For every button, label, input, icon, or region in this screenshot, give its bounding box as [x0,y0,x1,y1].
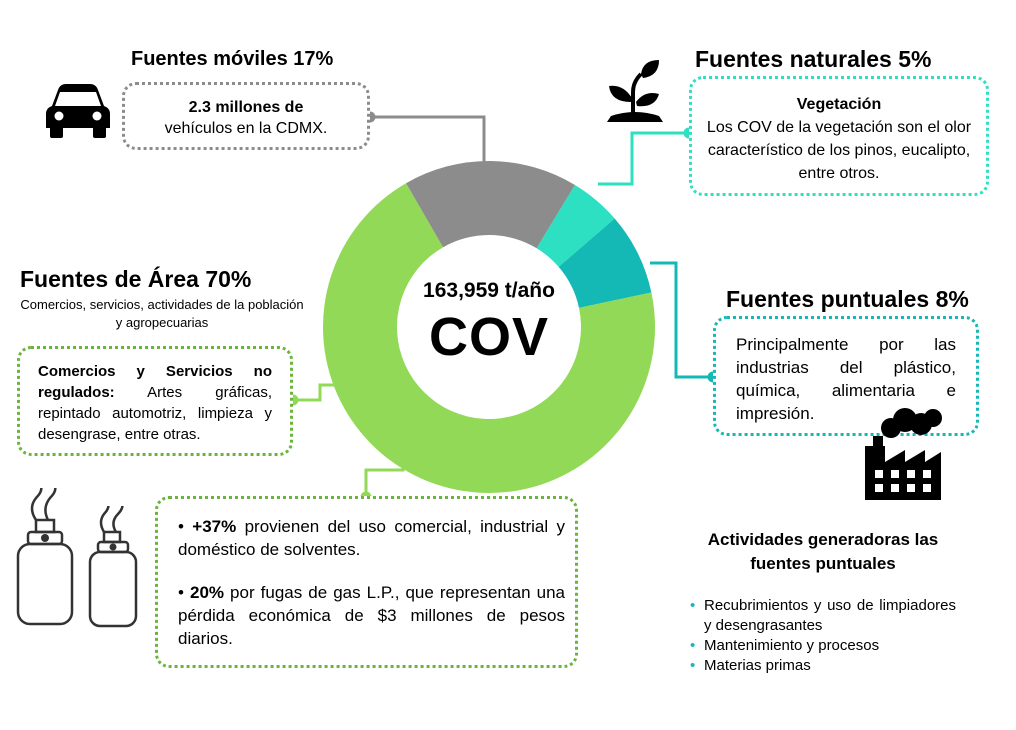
actividades-item-text: Materias primas [704,657,811,674]
connector-naturales [598,131,689,186]
moviles-line1: 2.3 millones de [188,99,304,116]
naturales-heading: Vegetación [796,96,882,113]
area-bullet-1-bold: +37% [192,517,237,536]
actividades-item: • Recubrimientos y uso de limpiadores y … [690,596,956,636]
moviles-box: 2.3 millones de vehículos en la CDMX. [122,82,370,150]
naturales-title: Fuentes naturales 5% [695,46,932,72]
donut-center-label: COV [428,307,550,367]
moviles-title: Fuentes móviles 17% [131,48,334,70]
donut-slice-puntuales [558,218,652,308]
plant-icon [607,60,663,122]
factory-icon [865,408,942,500]
actividades-item: • Materias primas [690,656,956,676]
area-bullet-2: • 20% por fugas de gas L.P., que represe… [174,581,565,650]
area-subtitle: Comercios, servicios, actividades de la … [20,297,304,330]
area-box-bold: Comercios y Servicios no regulados: [38,363,272,401]
area-bullets-box: • +37% provienen del uso comercial, indu… [155,496,578,668]
moviles-line2: vehículos en la CDMX. [164,120,328,137]
naturales-text: Los COV de la vegetación son el olor car… [706,119,972,182]
bullet-dot: • [690,597,696,614]
donut-slice-area [323,183,655,493]
area-bullet-1: • +37% provienen del uso comercial, indu… [174,515,565,561]
actividades-list: • Recubrimientos y uso de limpiadores y … [690,596,956,676]
donut-slice-naturales [536,185,615,267]
actividades-item: • Mantenimiento y procesos [690,636,956,656]
area-title: Fuentes de Área 70% [20,266,252,292]
naturales-box: Vegetación Los COV de la vegetación son … [689,76,989,196]
donut-chart [323,160,655,493]
actividades-item-text: Recubrimientos y uso de limpiadores y de… [704,597,956,634]
area-bullet-1-text: provienen del uso comercial, industrial … [178,517,565,559]
connector-puntuales [650,261,713,379]
actividades-item-text: Mantenimiento y procesos [704,637,880,654]
car-icon [46,84,110,138]
area-bullet-2-text: por fugas de gas L.P., que representan u… [178,583,565,648]
area-box-text: Artes gráficas, repintado automotriz, li… [38,384,272,443]
puntuales-title: Fuentes puntuales 8% [726,286,969,312]
gas-cylinder-small-icon [88,506,138,628]
actividades-heading: Actividades generadoras las fuentes punt… [707,530,939,573]
bullet-dot: • [178,583,190,602]
bullet-dot: • [178,517,193,536]
area-box: Comercios y Servicios no regulados: Arte… [17,346,293,456]
gas-cylinder-icon [16,488,74,626]
donut-center-value: 163,959 t/año [423,279,555,302]
bullet-dot: • [690,637,696,654]
connector-area-left [293,383,335,402]
connector-moviles [370,115,486,165]
area-bullet-2-bold: 20% [189,583,225,602]
donut-slice-moviles [406,160,575,249]
bullet-dot: • [690,657,696,674]
